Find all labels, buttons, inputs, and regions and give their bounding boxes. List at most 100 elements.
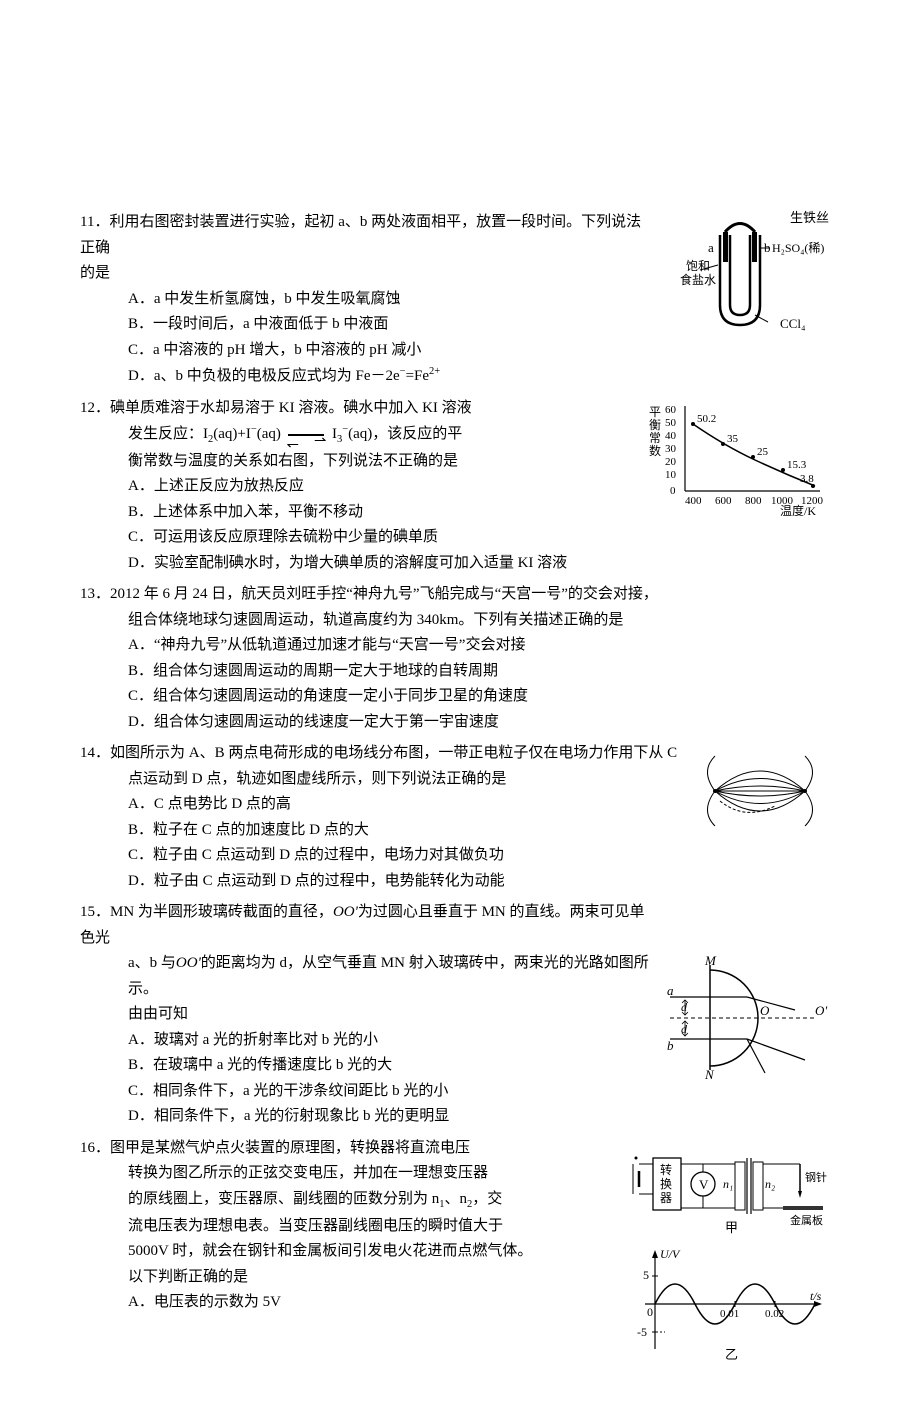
q16-ym5: -5 xyxy=(637,1325,647,1339)
q13-stem2: 组合体绕地球匀速圆周运动，轨道高度约为 340km。下列有关描述正确的是 xyxy=(80,608,830,634)
q11-fig-right: H₂SO₄(稀) xyxy=(772,241,824,255)
q16-origin: 0 xyxy=(647,1305,653,1319)
q12-s2-mid1: (aq)+I xyxy=(213,426,251,442)
q12-opt-d: D．实验室配制碘水时，为增大碘单质的溶解度可加入适量 KI 溶液 xyxy=(128,551,830,577)
q14-stem1-text: 如图所示为 A、B 两点电荷形成的电场线分布图，一带正电粒子仅在电场力作用下从 … xyxy=(110,745,677,761)
q12-yt-50: 50 xyxy=(665,417,677,429)
q11-d-pre: D．a、b 中负极的电极反应式均为 Fe－2e xyxy=(128,368,400,384)
q16-xt1: 0.01 xyxy=(720,1308,739,1320)
q11-opt-c: C．a 中溶液的 pH 增大，b 中溶液的 pH 减小 xyxy=(128,338,830,364)
q12-s2-pre: 发生反应：I xyxy=(128,426,208,442)
q16-y5: 5 xyxy=(643,1268,649,1282)
q15-label-op: O' xyxy=(815,1003,827,1018)
q12-yt-60: 60 xyxy=(665,404,677,416)
q12-xt-3: 800 xyxy=(745,495,762,507)
q11-opt-d: D．a、b 中负极的电极反应式均为 Fe－2e−=Fe2+ xyxy=(128,363,830,390)
q16-box-3: 器 xyxy=(660,1191,672,1205)
q11-number: 11． xyxy=(80,214,109,230)
q13-stem1: 13．2012 年 6 月 24 日，航天员刘旺手控“神舟九号”飞船完成与“天宫… xyxy=(80,582,830,608)
q13-stem1-text: 2012 年 6 月 24 日，航天员刘旺手控“神舟九号”飞船完成与“天宫一号”… xyxy=(110,586,658,602)
question-12: 平 衡 常 数 60 50 40 30 20 10 0 400 600 800 … xyxy=(80,396,830,577)
q16-figure-top: 转 换 器 V n₁ n₂ xyxy=(625,1136,830,1236)
q12-ylab-2: 衡 xyxy=(649,418,661,432)
q11-fig-left1: 饱和 xyxy=(686,258,710,273)
q16-plate: 金属板 xyxy=(790,1213,823,1227)
q16-xt2: 0.02 xyxy=(765,1308,784,1320)
q15-s2-tail: 的距离均为 d，从空气垂直 MN 射入玻璃砖中，两束光的光路如图所示。 xyxy=(128,955,649,997)
q16-n2: n₂ xyxy=(765,1177,775,1191)
q12-yt-20: 20 xyxy=(665,456,677,468)
q16-stem1-text: 图甲是某燃气炉点火装置的原理图，转换器将直流电压 xyxy=(110,1140,470,1156)
q16-n1: n₁ xyxy=(723,1177,733,1191)
question-11: 生铁丝 a b 饱和 食盐水 H₂SO₄(稀) CCl₄ 11．利用右图密封装置… xyxy=(80,210,830,390)
q13-opt-b: B．组合体匀速圆周运动的周期一定大于地球的自转周期 xyxy=(128,659,830,685)
q15-s2-it: OO' xyxy=(176,955,201,971)
q15-label-a: a xyxy=(667,983,674,998)
q11-figure: 生铁丝 a b 饱和 食盐水 H₂SO₄(稀) CCl₄ xyxy=(660,210,830,340)
q15-s1-it: OO' xyxy=(333,904,358,920)
q16-s3-pre: 的原线圈上，变压器原、副线圈的匝数分别为 n xyxy=(128,1191,439,1207)
q11-fig-bottom: CCl₄ xyxy=(780,316,806,331)
q12-figure: 平 衡 常 数 60 50 40 30 20 10 0 400 600 800 … xyxy=(645,396,830,516)
q13-number: 13． xyxy=(80,586,110,602)
q16-svg-bottom: U/V t/s 5 -5 0.01 0.02 乙 0 xyxy=(625,1244,830,1364)
q12-s2-mid2: (aq) xyxy=(257,426,281,442)
q16-caption-top: 甲 xyxy=(725,1220,738,1235)
q15-svg: M N O O' a b d d xyxy=(665,955,830,1080)
q15-figure: M N O O' a b d d xyxy=(665,955,830,1080)
q12-pt-2: 35 xyxy=(727,433,739,445)
q15-stem1: 15．MN 为半圆形玻璃砖截面的直径，OO'为过圆心且垂直于 MN 的直线。两束… xyxy=(80,900,830,951)
q16-figure-bottom: U/V t/s 5 -5 0.01 0.02 乙 0 xyxy=(625,1244,830,1364)
q16-svg-top: 转 换 器 V n₁ n₂ xyxy=(625,1136,830,1236)
q16-box-2: 换 xyxy=(660,1177,672,1191)
q15-label-b: b xyxy=(667,1038,674,1053)
q16-number: 16． xyxy=(80,1140,110,1156)
q15-label-o: O xyxy=(760,1003,770,1018)
q15-number: 15． xyxy=(80,904,110,920)
q14-opt-c: C．粒子由 C 点运动到 D 点的过程中，电场力对其做负功 xyxy=(128,843,830,869)
q16-s3-tail: ，交 xyxy=(472,1191,502,1207)
q12-pt-4: 15.3 xyxy=(787,459,807,471)
q12-s2-mid3: I xyxy=(328,426,337,442)
question-16: 转 换 器 V n₁ n₂ xyxy=(80,1136,830,1372)
q16-xlabel: t/s xyxy=(810,1289,822,1303)
q14-figure xyxy=(690,741,830,841)
q13-opt-d: D．组合体匀速圆周运动的线速度一定大于第一宇宙速度 xyxy=(128,710,830,736)
q16-s3-mid: 、n xyxy=(445,1191,468,1207)
q16-box-1: 转 xyxy=(660,1162,672,1177)
question-13: 13．2012 年 6 月 24 日，航天员刘旺手控“神舟九号”飞船完成与“天宫… xyxy=(80,582,830,735)
q12-ylab-3: 常 xyxy=(649,431,661,445)
q14-svg xyxy=(690,741,830,841)
q13-options: A．“神舟九号”从低轨道通过加速才能与“天宫一号”交会对接 B．组合体匀速圆周运… xyxy=(80,633,830,735)
q16-ylabel: U/V xyxy=(660,1247,681,1261)
question-15: M N O O' a b d d 15．MN 为半圆形玻璃砖截面的直径，OO'为… xyxy=(80,900,830,1130)
q11-d-sup2: 2+ xyxy=(429,366,440,377)
q15-label-n: N xyxy=(704,1067,715,1080)
q14-number: 14． xyxy=(80,745,110,761)
q12-xt-1: 400 xyxy=(685,495,702,507)
q12-s2-sub2: 3 xyxy=(337,434,342,445)
q11-d-mid: =Fe xyxy=(406,368,429,384)
q12-ylab-1: 平 xyxy=(649,405,661,419)
q15-s1-pre: MN 为半圆形玻璃砖截面的直径， xyxy=(110,904,333,920)
q12-pt-3: 25 xyxy=(757,446,769,458)
q15-label-m: M xyxy=(704,955,717,968)
q12-yt-0: 0 xyxy=(670,485,676,497)
q12-yt-40: 40 xyxy=(665,430,677,442)
q11-stem1-text: 利用右图密封装置进行实验，起初 a、b 两处液面相平，放置一段时间。下列说法正确 xyxy=(80,214,641,256)
q12-pt-1: 50.2 xyxy=(697,413,716,425)
q12-s2-tail: (aq)，该反应的平 xyxy=(348,426,462,442)
question-14: 14．如图所示为 A、B 两点电荷形成的电场线分布图，一带正电粒子仅在电场力作用… xyxy=(80,741,830,894)
q12-xlabel: 温度/K xyxy=(780,503,816,516)
q12-stem1-text: 碘单质难溶于水却易溶于 KI 溶液。碘水中加入 KI 溶液 xyxy=(110,400,472,416)
q11-fig-left2: 食盐水 xyxy=(680,272,716,287)
q15-opt-c: C．相同条件下，a 光的干涉条纹间距比 b 光的小 xyxy=(128,1079,830,1105)
q13-opt-c: C．组合体匀速圆周运动的角速度一定小于同步卫星的角速度 xyxy=(128,684,830,710)
q12-number: 12． xyxy=(80,400,110,416)
q15-opt-d: D．相同条件下，a 光的衍射现象比 b 光的更明显 xyxy=(128,1104,830,1130)
q12-yt-10: 10 xyxy=(665,469,677,481)
q15-s2-pre: a、b 与 xyxy=(128,955,176,971)
q12-xt-2: 600 xyxy=(715,495,732,507)
q16-caption-bottom: 乙 xyxy=(725,1347,738,1362)
q16-v-label: V xyxy=(699,1177,709,1192)
